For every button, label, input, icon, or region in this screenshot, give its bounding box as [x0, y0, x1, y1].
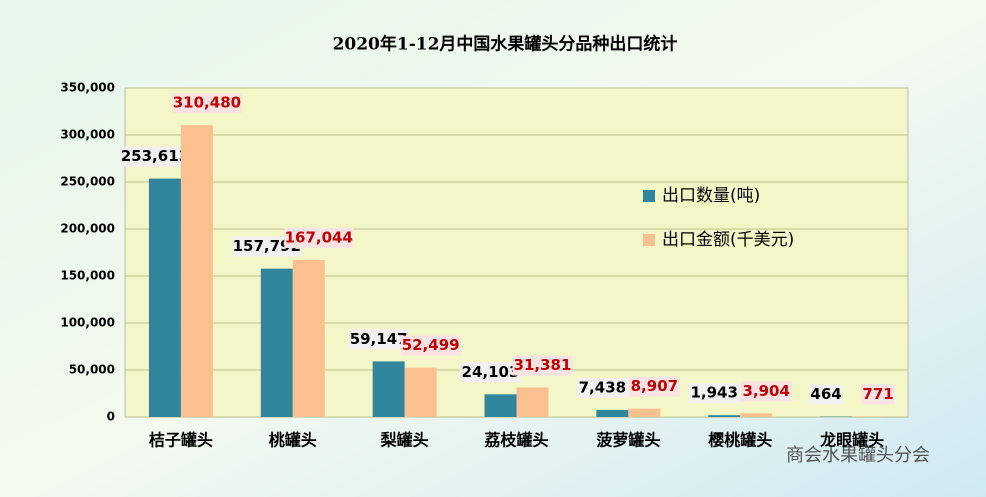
data-label-box — [740, 381, 792, 402]
x-tick-label: 桔子罐头 — [149, 431, 213, 450]
y-tick-label: 300,000 — [60, 128, 115, 142]
x-tick-label: 龙眼罐头 — [819, 431, 884, 450]
data-label-box — [120, 146, 190, 167]
data-label: 157,792 — [233, 237, 301, 255]
bar — [708, 415, 741, 417]
data-label: 31,381 — [514, 356, 572, 374]
data-label: 167,044 — [285, 228, 353, 246]
y-tick-label: 200,000 — [60, 222, 115, 236]
data-label: 1,943 — [690, 384, 737, 402]
legend-swatch — [643, 190, 655, 202]
bar — [516, 387, 549, 417]
data-label: 3,904 — [742, 382, 789, 400]
data-label-box — [512, 355, 573, 376]
data-label-box — [628, 376, 680, 397]
y-tick-label: 150,000 — [60, 269, 115, 283]
data-label-box — [861, 384, 895, 405]
data-label-box — [232, 236, 302, 257]
data-label-box — [688, 383, 740, 404]
y-tick-label: 0 — [107, 410, 115, 424]
data-label: 771 — [862, 385, 893, 403]
y-tick-label: 250,000 — [60, 175, 115, 189]
data-label: 464 — [810, 385, 841, 403]
data-label-box — [348, 329, 409, 350]
data-label-box — [576, 378, 628, 399]
bar — [484, 394, 517, 417]
data-label-box — [460, 362, 521, 383]
legend-label: 出口金额(千美元) — [662, 230, 794, 250]
y-tick-label: 350,000 — [60, 81, 115, 95]
data-label-box — [809, 384, 843, 405]
x-tick-label: 荔枝罐头 — [483, 431, 548, 450]
bar — [404, 367, 437, 417]
x-tick-label: 桃罐头 — [269, 431, 317, 450]
data-label: 7,438 — [579, 379, 626, 397]
data-label: 310,480 — [173, 94, 241, 112]
x-tick-label: 梨罐头 — [380, 431, 429, 450]
data-label: 52,499 — [402, 336, 460, 354]
legend-label: 出口数量(吨) — [662, 186, 760, 206]
x-tick-label: 菠萝罐头 — [596, 431, 660, 450]
y-tick-label: 100,000 — [60, 316, 115, 330]
x-tick-label: 樱桃罐头 — [708, 431, 772, 450]
legend-swatch — [643, 234, 655, 246]
bar — [596, 410, 629, 417]
bar — [852, 416, 885, 417]
data-label: 8,907 — [631, 377, 678, 395]
data-label: 253,613 — [121, 147, 189, 165]
bar — [372, 361, 405, 417]
bar — [180, 125, 213, 417]
data-label-box — [400, 335, 461, 356]
data-label-box — [172, 93, 242, 114]
bar — [292, 259, 325, 417]
data-label: 59,147 — [350, 330, 408, 348]
y-tick-label: 50,000 — [69, 363, 115, 377]
bar — [260, 268, 293, 417]
data-label-box — [284, 227, 354, 248]
bar — [628, 408, 661, 417]
data-label: 24,103 — [462, 363, 520, 381]
chart-title: 2020年1-12月中国水果罐头分品种出口统计 — [333, 34, 678, 55]
watermark: 商会水果罐头分会 — [786, 445, 930, 466]
bar — [148, 178, 181, 417]
bar — [740, 413, 773, 417]
